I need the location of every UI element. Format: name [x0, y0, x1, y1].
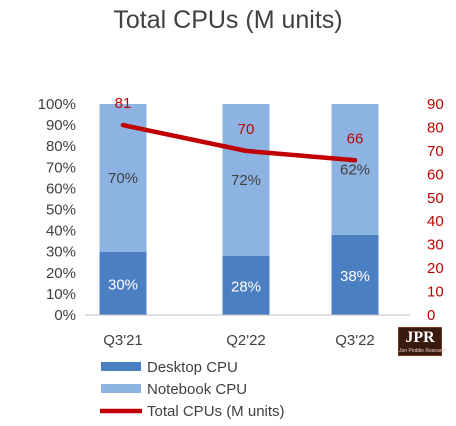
legend-label-1: Notebook CPU	[147, 381, 247, 398]
legend-label-0: Desktop CPU	[147, 359, 238, 376]
desktop-label-1: 28%	[231, 278, 261, 295]
axes: 0% 10% 20% 30% 40% 50% 60% 70% 80% 90% 100% 0 10 20 30…	[38, 96, 444, 349]
desktop-label-0: 30%	[108, 276, 138, 293]
total-label-1: 70	[238, 121, 255, 138]
y-right-tick-5: 50	[427, 190, 444, 207]
y-left-tick-3: 30%	[46, 244, 76, 261]
total-line-layer: 81 70 66	[115, 95, 364, 163]
logo-main-text: JPR	[405, 329, 435, 346]
notebook-label-2: 62%	[340, 161, 370, 178]
x-tick-0: Q3'21	[103, 332, 143, 349]
y-right-tick-1: 10	[427, 284, 444, 301]
total-line	[120, 122, 358, 163]
y-right-tick-0: 0	[427, 307, 435, 324]
logo-sub-text: Jon Peddie Research	[399, 348, 447, 354]
legend-swatch-0	[101, 362, 141, 371]
chart-title: Total CPUs (M units)	[113, 6, 342, 34]
y-left-tick-5: 50%	[46, 202, 76, 219]
desktop-bar-1	[222, 255, 270, 315]
y-left-tick-2: 20%	[46, 265, 76, 282]
y-left-tick-10: 100%	[38, 96, 76, 113]
y-left-tick-9: 90%	[46, 117, 76, 134]
y-left-tick-1: 10%	[46, 286, 76, 303]
desktop-bar-2	[331, 234, 379, 315]
notebook-bar-1	[222, 104, 270, 256]
desktop-label-2: 38%	[340, 268, 370, 285]
x-tick-2: Q3'22	[335, 332, 375, 349]
notebook-label-0: 70%	[108, 170, 138, 187]
notebook-bar-2	[331, 104, 379, 235]
y-left-tick-7: 70%	[46, 159, 76, 176]
legend-swatch-1	[101, 384, 141, 393]
y-left-tick-4: 40%	[46, 223, 76, 240]
y-left-tick-6: 60%	[46, 180, 76, 197]
y-right-tick-8: 80	[427, 119, 444, 136]
y-right-tick-2: 20	[427, 260, 444, 277]
y-left-tick-8: 80%	[46, 138, 76, 155]
y-right-tick-7: 70	[427, 143, 444, 160]
jpr-logo: JPR Jon Peddie Research	[398, 327, 447, 356]
legend: Desktop CPU Notebook CPU Total CPUs (M uni…	[100, 359, 285, 420]
y-right-tick-4: 40	[427, 213, 444, 230]
total-label-2: 66	[347, 130, 364, 147]
legend-label-2: Total CPUs (M units)	[147, 403, 285, 420]
total-label-0: 81	[115, 95, 132, 112]
y-right-tick-3: 30	[427, 237, 444, 254]
x-tick-1: Q2'22	[226, 332, 266, 349]
y-right-tick-6: 60	[427, 166, 444, 183]
y-left-tick-0: 0%	[54, 307, 76, 324]
y-right-tick-9: 90	[427, 96, 444, 113]
notebook-label-1: 72%	[231, 172, 261, 189]
desktop-bar-0	[99, 251, 147, 315]
